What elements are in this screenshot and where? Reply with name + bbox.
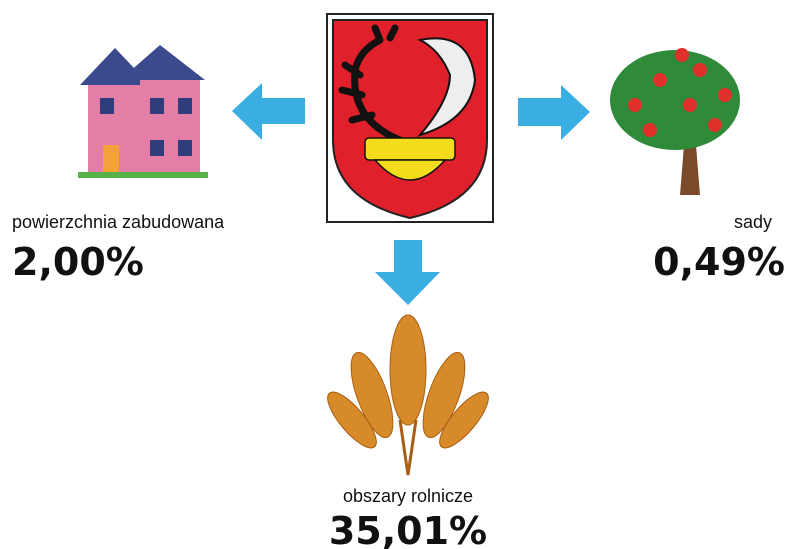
value: 2,00% <box>12 240 144 284</box>
value: 0,49% <box>653 240 785 284</box>
value: 35,01% <box>329 509 487 549</box>
house-icon <box>78 45 208 178</box>
tree-icon <box>610 48 740 195</box>
arrow-right <box>518 85 590 140</box>
label: powierzchnia zabudowana <box>12 212 225 232</box>
coat-of-arms <box>326 13 494 223</box>
wheat-icon <box>327 314 489 476</box>
label: obszary rolnicze <box>343 486 473 506</box>
arrow-down <box>375 240 440 305</box>
label: sady <box>734 212 772 232</box>
arrow-left <box>232 83 305 140</box>
